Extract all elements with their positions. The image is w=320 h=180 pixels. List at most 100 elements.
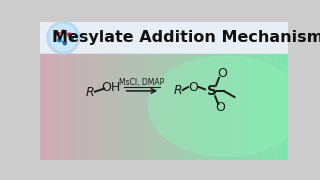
Text: R: R: [174, 84, 182, 97]
Bar: [144, 54, 148, 160]
Bar: [82, 54, 85, 160]
Bar: [206, 54, 209, 160]
Bar: [60, 54, 63, 160]
Bar: [137, 54, 140, 160]
Bar: [238, 54, 242, 160]
Bar: [228, 54, 232, 160]
Bar: [199, 54, 202, 160]
Bar: [142, 54, 145, 160]
Bar: [219, 54, 222, 160]
Bar: [169, 54, 172, 160]
Bar: [102, 54, 105, 160]
Bar: [67, 54, 70, 160]
Bar: [57, 54, 60, 160]
Bar: [55, 54, 58, 160]
Bar: [221, 54, 224, 160]
Ellipse shape: [148, 56, 303, 156]
Bar: [258, 54, 261, 160]
Bar: [149, 54, 152, 160]
Bar: [251, 54, 254, 160]
Text: R: R: [86, 86, 95, 99]
Bar: [84, 54, 88, 160]
Bar: [281, 54, 284, 160]
Bar: [80, 54, 83, 160]
Bar: [216, 54, 219, 160]
Bar: [47, 54, 51, 160]
Bar: [271, 54, 274, 160]
Bar: [263, 54, 267, 160]
Bar: [201, 54, 204, 160]
Bar: [224, 54, 227, 160]
Bar: [204, 54, 207, 160]
Bar: [236, 54, 239, 160]
Bar: [109, 54, 113, 160]
Bar: [62, 54, 66, 160]
Bar: [231, 54, 234, 160]
Text: O: O: [188, 81, 198, 94]
Bar: [268, 54, 271, 160]
Bar: [174, 54, 177, 160]
Bar: [243, 54, 247, 160]
Bar: [266, 54, 269, 160]
Circle shape: [56, 32, 60, 35]
Bar: [276, 54, 279, 160]
Bar: [132, 54, 135, 160]
Bar: [95, 54, 98, 160]
Circle shape: [50, 24, 76, 51]
Text: O: O: [216, 101, 226, 114]
Bar: [253, 54, 257, 160]
Bar: [179, 54, 182, 160]
Bar: [154, 54, 157, 160]
Bar: [234, 54, 237, 160]
Bar: [186, 54, 189, 160]
Text: MsCl, DMAP: MsCl, DMAP: [119, 78, 164, 87]
Text: O: O: [217, 68, 227, 80]
Bar: [40, 22, 288, 54]
Bar: [176, 54, 180, 160]
Bar: [104, 54, 108, 160]
Bar: [100, 54, 103, 160]
Bar: [246, 54, 249, 160]
Circle shape: [70, 38, 73, 41]
Bar: [90, 54, 93, 160]
Bar: [129, 54, 132, 160]
Bar: [156, 54, 160, 160]
Bar: [283, 54, 286, 160]
Bar: [214, 54, 217, 160]
Bar: [65, 54, 68, 160]
Bar: [285, 54, 289, 160]
Bar: [139, 54, 142, 160]
Bar: [87, 54, 90, 160]
Bar: [226, 54, 229, 160]
Bar: [152, 54, 155, 160]
Circle shape: [68, 33, 71, 36]
Bar: [172, 54, 175, 160]
Bar: [162, 54, 165, 160]
Bar: [189, 54, 192, 160]
Bar: [119, 54, 123, 160]
Bar: [75, 54, 78, 160]
Text: Mesylate Addition Mechanism: Mesylate Addition Mechanism: [52, 30, 320, 45]
Bar: [92, 54, 95, 160]
Bar: [159, 54, 162, 160]
Bar: [117, 54, 120, 160]
Bar: [122, 54, 125, 160]
Bar: [261, 54, 264, 160]
Bar: [45, 54, 48, 160]
Bar: [70, 54, 73, 160]
Bar: [211, 54, 214, 160]
Bar: [97, 54, 100, 160]
Bar: [248, 54, 252, 160]
Circle shape: [62, 30, 65, 33]
Text: OH: OH: [101, 81, 120, 94]
Bar: [147, 54, 150, 160]
Bar: [124, 54, 128, 160]
Bar: [50, 54, 53, 160]
Bar: [256, 54, 259, 160]
Bar: [273, 54, 276, 160]
Bar: [77, 54, 80, 160]
Bar: [194, 54, 197, 160]
Bar: [241, 54, 244, 160]
Text: S: S: [207, 84, 217, 98]
Bar: [43, 54, 46, 160]
